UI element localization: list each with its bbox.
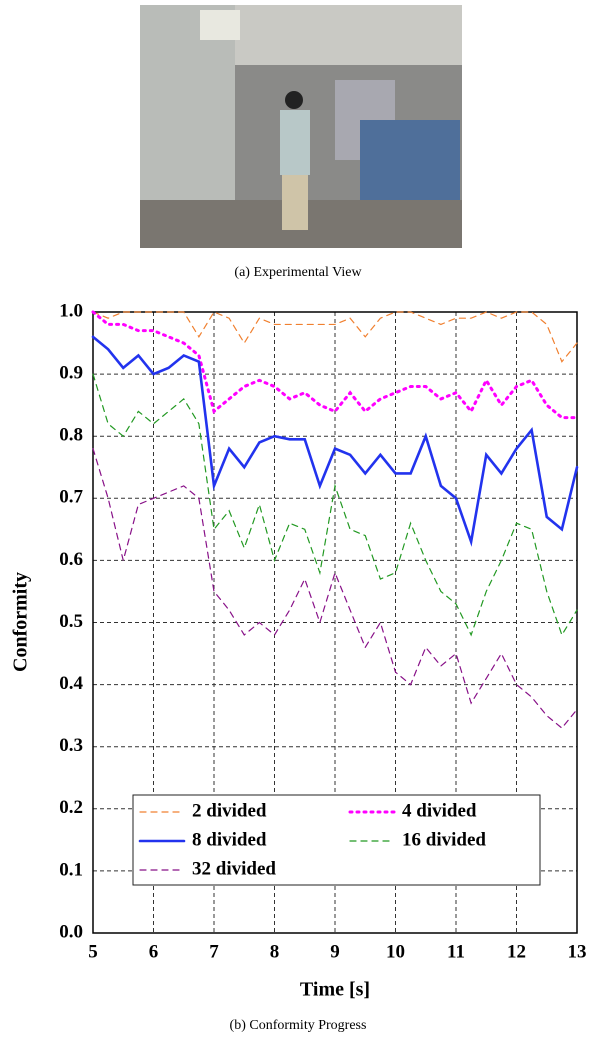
series-line (92, 448, 578, 729)
x-tick-label: 10 (386, 941, 405, 962)
x-tick-label: 8 (270, 941, 280, 962)
y-tick-label: 0.9 (59, 362, 83, 383)
caption: (b) Conformity Progress (230, 1018, 367, 1033)
x-tick-label: 6 (149, 941, 159, 962)
plot: 0.0 0.1 0.2 0.3 0.4 0.5 0.6 0.7 0.8 0.9 1.0 5 6 7 8 9 10… (59, 300, 586, 962)
legend-label: 32 divided (192, 858, 276, 879)
series-line (91, 335, 579, 547)
legend: 2 divided 4 divided 8 divided 16 divided 32 … (132, 794, 541, 886)
series-line (91, 310, 579, 420)
x-tick-label: 12 (507, 941, 526, 962)
x-tick-label: 7 (209, 941, 219, 962)
y-tick-label: 0.0 (59, 921, 83, 942)
y-tick-label: 0.4 (59, 673, 83, 694)
photo (140, 5, 462, 248)
x-tick-label: 13 (568, 941, 587, 962)
y-tick-label: 0.7 (59, 487, 83, 508)
x-tick-label: 9 (330, 941, 340, 962)
y-tick-label: 1.0 (59, 300, 83, 321)
x-tick-label: 5 (88, 941, 98, 962)
series-line (92, 373, 578, 637)
legend-label: 2 divided (192, 800, 267, 821)
legend-box (132, 794, 541, 886)
x-tick-label: 11 (447, 941, 465, 962)
caption: (a) Experimental View (234, 265, 362, 280)
y-tick-label: 0.3 (59, 735, 83, 756)
plot-frame (92, 311, 578, 934)
legend-label: 4 divided (402, 800, 477, 821)
y-tick-label: 0.6 (59, 549, 83, 570)
series-line (92, 311, 578, 363)
legend-label: 8 divided (192, 829, 267, 850)
y-axis-label: Conformity (10, 572, 32, 672)
y-tick-label: 0.5 (59, 611, 83, 632)
y-tick-label: 0.8 (59, 425, 83, 446)
legend-label: 16 divided (402, 829, 486, 850)
y-tick-label: 0.1 (59, 859, 83, 880)
y-tick-label: 0.2 (59, 797, 83, 818)
x-axis-label: Time [s] (300, 979, 370, 1001)
